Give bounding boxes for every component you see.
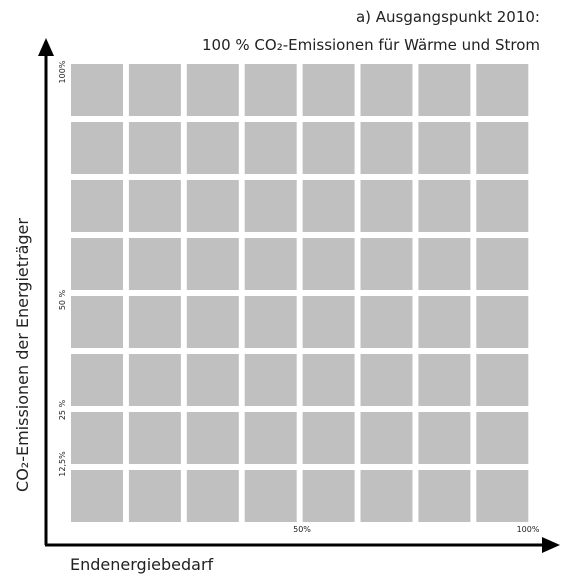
title-line: 100 % CO₂-Emissionen für Wärme und Strom	[202, 36, 540, 54]
cell	[71, 122, 123, 174]
cell	[71, 470, 123, 522]
cell	[128, 470, 181, 522]
cell	[418, 64, 471, 116]
x-tick-label: 50%	[293, 525, 311, 534]
cell	[186, 180, 239, 232]
cell	[476, 180, 529, 232]
cell	[186, 354, 239, 406]
cell	[71, 354, 123, 406]
cell	[186, 412, 239, 464]
cell	[360, 470, 413, 522]
title-line: a) Ausgangspunkt 2010:	[356, 8, 540, 26]
cell	[186, 470, 239, 522]
y-tick-label: 25 %	[58, 399, 67, 420]
cell	[476, 296, 529, 348]
cell	[360, 180, 413, 232]
cell	[244, 470, 297, 522]
cell	[128, 296, 181, 348]
cell	[302, 412, 355, 464]
cell	[476, 354, 529, 406]
cell	[244, 412, 297, 464]
cell	[71, 180, 123, 232]
y-axis-label: CO₂-Emissionen der Energieträger	[13, 218, 32, 492]
cell	[186, 238, 239, 290]
cell	[360, 354, 413, 406]
cell	[128, 238, 181, 290]
cell	[418, 412, 471, 464]
cell	[418, 296, 471, 348]
cell	[302, 64, 355, 116]
cell	[244, 64, 297, 116]
cell	[476, 122, 529, 174]
cell	[360, 64, 413, 116]
x-tick-label: 100%	[517, 525, 540, 534]
cell	[71, 238, 123, 290]
cell	[128, 64, 181, 116]
cell	[71, 296, 123, 348]
cell	[418, 354, 471, 406]
cell	[302, 122, 355, 174]
cell	[244, 238, 297, 290]
cell	[186, 296, 239, 348]
y-tick-label: 50 %	[58, 289, 67, 310]
cell	[302, 296, 355, 348]
cell	[360, 296, 413, 348]
cell	[476, 412, 529, 464]
cell	[418, 180, 471, 232]
cell	[128, 180, 181, 232]
cell	[244, 180, 297, 232]
cell	[418, 470, 471, 522]
cell	[418, 238, 471, 290]
cell	[244, 354, 297, 406]
cell	[476, 238, 529, 290]
cell-grid	[71, 64, 529, 522]
cell	[302, 238, 355, 290]
cell	[360, 412, 413, 464]
cell	[360, 122, 413, 174]
cell	[476, 470, 529, 522]
cell	[476, 64, 529, 116]
cell	[418, 122, 471, 174]
cell	[244, 122, 297, 174]
cell	[128, 354, 181, 406]
cell	[186, 122, 239, 174]
y-arrow	[38, 38, 54, 56]
cell	[71, 412, 123, 464]
cell	[360, 238, 413, 290]
cell	[186, 64, 239, 116]
x-axis-label: Endenergiebedarf	[70, 555, 214, 574]
y-tick-label: 100%	[58, 60, 67, 83]
cell	[128, 412, 181, 464]
cell	[128, 122, 181, 174]
cell	[71, 64, 123, 116]
cell	[302, 354, 355, 406]
cell	[244, 296, 297, 348]
y-tick-label: 12,5%	[58, 451, 67, 477]
cell	[302, 470, 355, 522]
x-arrow	[542, 537, 560, 553]
cell	[302, 180, 355, 232]
